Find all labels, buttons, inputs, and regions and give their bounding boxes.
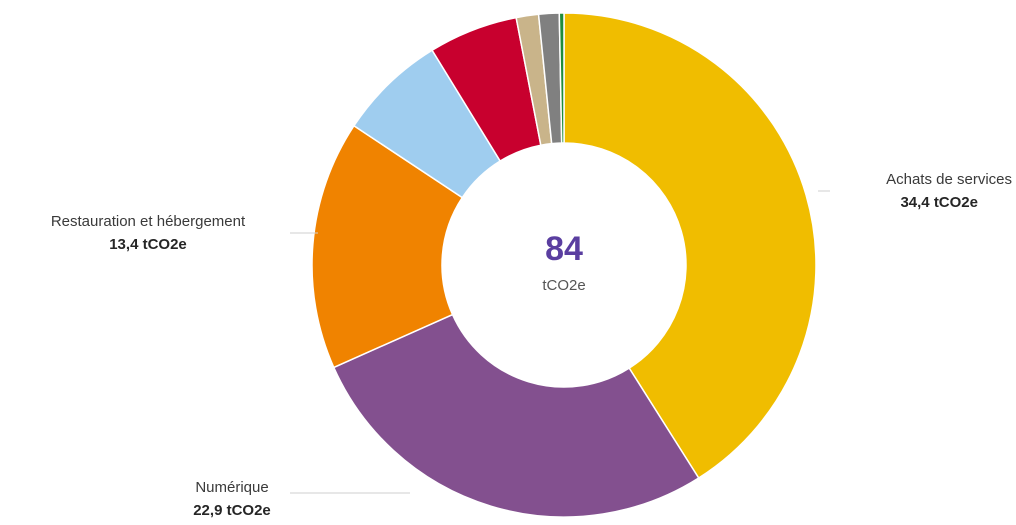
center-total: 84 (545, 230, 583, 268)
center-unit: tCO2e (542, 277, 585, 294)
slice-label-2: Numérique (195, 479, 268, 496)
callout-leaders (290, 190, 830, 494)
donut-slice-1[interactable] (563, 12, 817, 480)
donut-slices (311, 12, 817, 518)
slice-value-3: 13,4 tCO2e (109, 236, 187, 253)
slice-value-1: 34,4 tCO2e (900, 194, 978, 211)
callout-labels: Achats de services 34,4 tCO2e Numérique 22,… (51, 171, 1012, 519)
donut-slice-8[interactable] (558, 12, 565, 144)
donut-slice-3[interactable] (311, 124, 464, 369)
slice-label-3: Restauration et hébergement (51, 213, 246, 230)
slice-value-2: 22,9 tCO2e (193, 502, 271, 519)
donut-slice-2[interactable] (332, 313, 700, 518)
slice-label-1: Achats de services (886, 171, 1012, 188)
